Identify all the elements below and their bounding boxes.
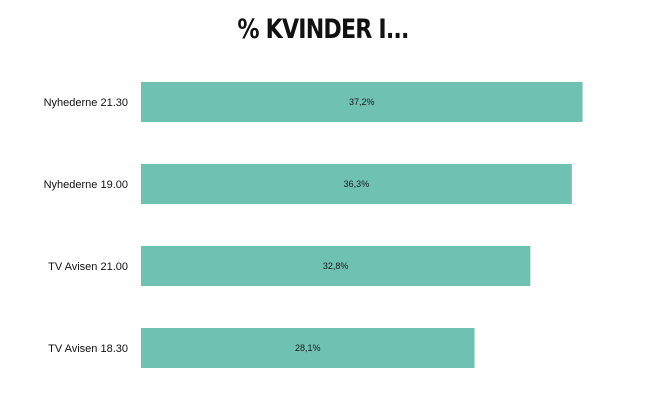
chart-title: % KVINDER I... [237, 14, 409, 45]
bar-tv-avisen-21-00 [141, 246, 531, 286]
bar-nyhederne-19-00 [141, 164, 572, 204]
data-label: 28,1% [295, 343, 321, 353]
data-label: 37,2% [349, 97, 375, 107]
category-label: TV Avisen 18.30 [48, 343, 128, 355]
category-label: TV Avisen 21.00 [48, 261, 128, 273]
data-label: 32,8% [323, 261, 349, 271]
category-label: Nyhederne 19.00 [44, 179, 128, 191]
data-label: 36,3% [344, 179, 370, 189]
bar-nyhederne-21-30 [141, 82, 583, 122]
category-label: Nyhederne 21.30 [44, 97, 128, 109]
bar-tv-avisen-18-30 [141, 328, 475, 368]
